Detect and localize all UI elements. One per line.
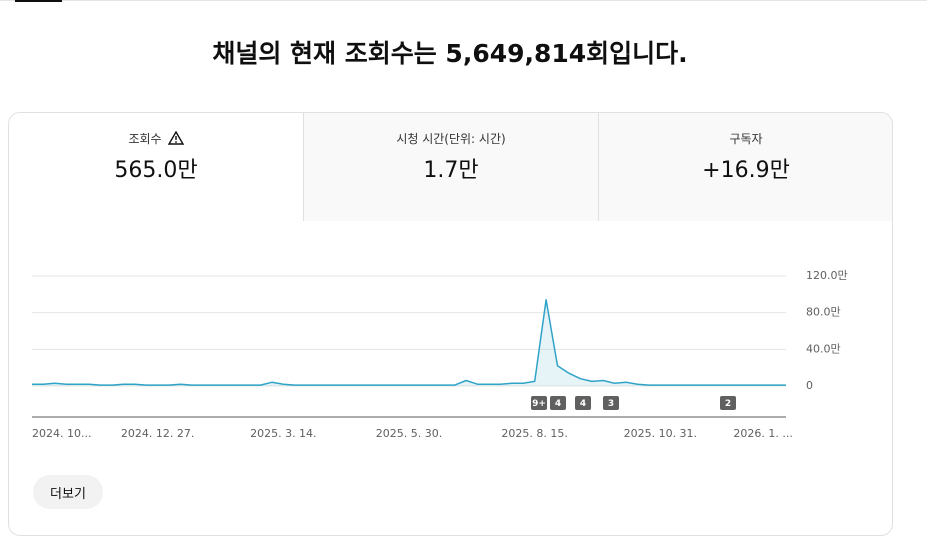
tab[interactable]: 시청 시간(단위: 시간) 1.7만 — [303, 113, 598, 221]
line — [32, 299, 786, 386]
page-title: 채널의 현재 조회수는 5,649,814회입니다. — [212, 39, 688, 68]
x-tick-label: 2026. 1. ... — [733, 427, 792, 440]
badge-box — [575, 396, 591, 410]
annotation-badge: 9+ — [531, 396, 547, 410]
annotation-badge: 4 — [575, 396, 591, 410]
x-tick-label: 2025. 5. 30. — [376, 427, 442, 440]
annotation-badge: 4 — [550, 396, 566, 410]
y-tick-label: 40.0만 — [806, 342, 841, 355]
x-tick-label: 2024. 10... — [32, 427, 91, 440]
badge-label: 2 — [725, 399, 731, 409]
badge-box — [720, 396, 736, 410]
tab-label: 시청 시간(단위: 시간) — [396, 131, 506, 146]
y-tick-label: 0 — [806, 379, 813, 392]
active-indicator — [15, 0, 62, 2]
tab-value: 565.0만 — [114, 158, 198, 183]
more-button[interactable]: 더보기 — [33, 475, 103, 509]
x-tick-label: 2024. 12. 27. — [121, 427, 194, 440]
tab-label: 구독자 — [729, 131, 763, 146]
tab-label: 조회수 — [128, 131, 162, 146]
x-tick-label: 2025. 8. 15. — [501, 427, 567, 440]
badge-box — [531, 396, 547, 410]
warning-icon — [167, 131, 184, 145]
y-tick-label: 120.0만 — [806, 269, 848, 282]
top-border — [0, 0, 927, 1]
badge-label: 9+ — [532, 399, 546, 409]
x-tick-label: 2025. 10. 31. — [624, 427, 697, 440]
badge-box — [550, 396, 566, 410]
analytics-card: 조회수 565.0만 시청 시간(단위: 시간) 1.7만 구독자 +16.9만… — [8, 112, 893, 536]
x-tick-label: 2025. 3. 14. — [250, 427, 316, 440]
badge-label: 4 — [580, 399, 586, 409]
badge-label: 3 — [608, 399, 614, 409]
badge-box — [603, 396, 619, 410]
tab[interactable]: 구독자 +16.9만 — [598, 113, 892, 221]
y-tick-label: 80.0만 — [806, 306, 841, 319]
tab[interactable]: 조회수 565.0만 — [9, 113, 303, 221]
annotation-badge: 2 — [720, 396, 736, 410]
annotation-badge: 3 — [603, 396, 619, 410]
badge-label: 4 — [555, 399, 561, 409]
tab-value: 1.7만 — [423, 158, 479, 183]
tab-value: +16.9만 — [702, 158, 790, 183]
line-chart: 0 40.0만 80.0만 120.0만 2024. 10... 2024. 12. 27… — [32, 269, 848, 440]
